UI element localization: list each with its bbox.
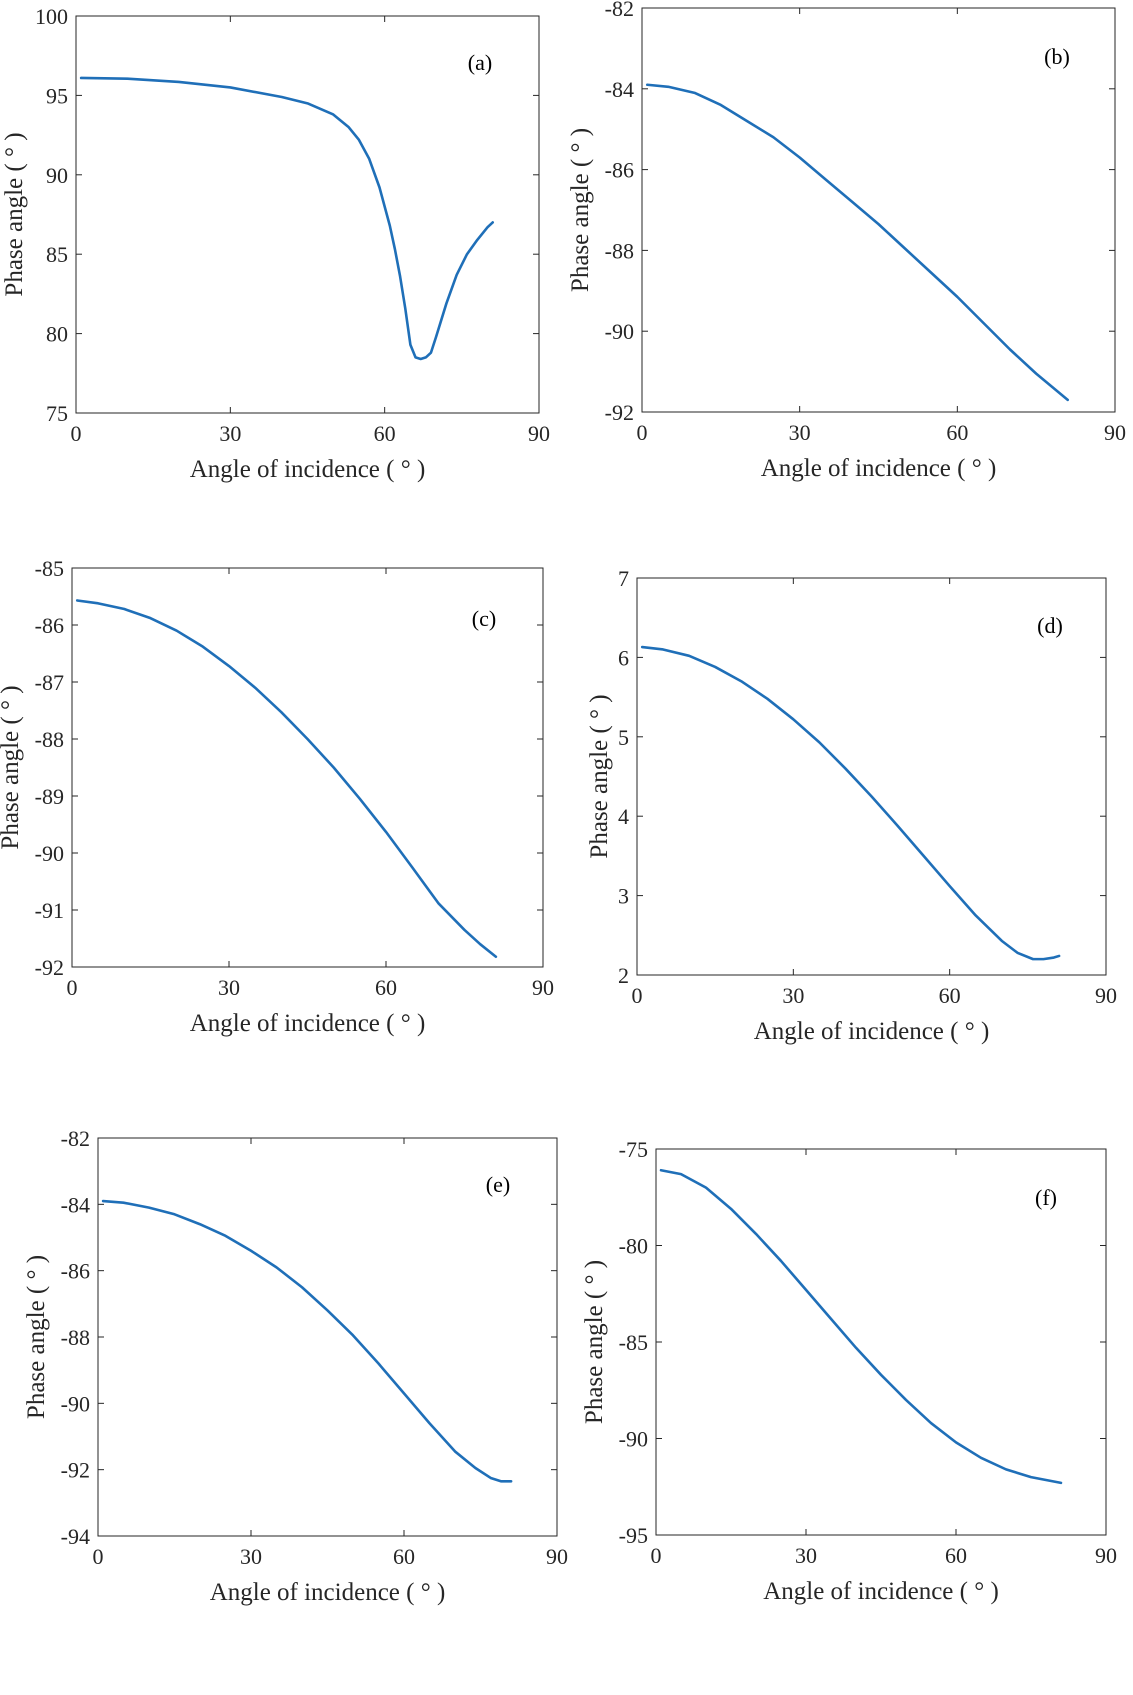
x-axis-label: Angle of incidence ( ° ) bbox=[761, 455, 997, 482]
x-tick-label: 30 bbox=[795, 1543, 817, 1568]
y-tick-label: 7 bbox=[618, 566, 629, 591]
y-tick-label: -84 bbox=[61, 1192, 90, 1217]
x-axis-label: Angle of incidence ( ° ) bbox=[190, 1010, 426, 1037]
x-tick-label: 30 bbox=[789, 420, 811, 445]
y-tick-label: -88 bbox=[35, 727, 64, 752]
chart-panel-4: 0 30 60 90 2 3 4 5 6 7 (d) Angle of incidence ( ° )… bbox=[586, 566, 1117, 1045]
chart-panel-2: 0 30 60 90 -92 -90 -88 -86 -84 -82 (b) Angle of inc… bbox=[567, 0, 1126, 482]
y-tick-label: -88 bbox=[61, 1325, 90, 1350]
series-line bbox=[645, 83, 1069, 402]
y-tick-label: 3 bbox=[618, 884, 629, 909]
y-tick-label: -92 bbox=[605, 400, 634, 425]
y-tick-label: -84 bbox=[605, 77, 634, 102]
y-tick-label: 4 bbox=[618, 804, 629, 829]
y-tick-label: 80 bbox=[46, 322, 68, 347]
panel-label: (d) bbox=[1037, 613, 1063, 638]
y-axis-label: Phase angle ( ° ) bbox=[0, 685, 24, 849]
x-axis-label: Angle of incidence ( ° ) bbox=[210, 1579, 446, 1606]
x-tick-label: 60 bbox=[945, 1543, 967, 1568]
y-tick-label: -92 bbox=[61, 1458, 90, 1483]
y-tick-label: -85 bbox=[35, 556, 64, 581]
y-tick-label: 85 bbox=[46, 242, 68, 267]
y-axis-label: Phase angle ( ° ) bbox=[1, 132, 28, 296]
x-tick-label: 90 bbox=[528, 421, 550, 446]
chart-panel-5: 0 30 60 90 -94 -92 -90 -88 -86 -84 -82 (e) Angle of … bbox=[23, 1126, 568, 1606]
y-tick-label: -89 bbox=[35, 784, 64, 809]
y-tick-label: -82 bbox=[605, 0, 634, 21]
y-tick-label: -82 bbox=[61, 1126, 90, 1151]
series-line bbox=[79, 76, 495, 361]
y-tick-label: -85 bbox=[619, 1330, 648, 1355]
x-tick-label: 30 bbox=[218, 975, 240, 1000]
x-tick-label: 30 bbox=[219, 421, 241, 446]
x-tick-label: 60 bbox=[375, 975, 397, 1000]
y-tick-label: 2 bbox=[618, 963, 629, 988]
panel-label: (a) bbox=[468, 50, 492, 75]
plot-area bbox=[641, 7, 1116, 413]
x-tick-label: 90 bbox=[1104, 420, 1126, 445]
x-tick-label: 60 bbox=[946, 420, 968, 445]
x-tick-label: 30 bbox=[782, 983, 804, 1008]
panel-label: (f) bbox=[1035, 1185, 1057, 1210]
y-tick-label: -92 bbox=[35, 955, 64, 980]
x-tick-label: 0 bbox=[637, 420, 648, 445]
x-tick-label: 60 bbox=[939, 983, 961, 1008]
y-tick-label: 5 bbox=[618, 725, 629, 750]
y-tick-label: -87 bbox=[35, 670, 64, 695]
series-line bbox=[101, 1199, 513, 1483]
y-tick-label: -95 bbox=[619, 1523, 648, 1548]
y-tick-label: 75 bbox=[46, 401, 68, 426]
y-tick-label: -90 bbox=[35, 841, 64, 866]
y-tick-label: -86 bbox=[605, 158, 634, 183]
x-tick-label: 0 bbox=[93, 1544, 104, 1569]
x-tick-label: 0 bbox=[67, 975, 78, 1000]
panel-label: (e) bbox=[486, 1172, 510, 1197]
y-tick-label: -91 bbox=[35, 898, 64, 923]
series-line bbox=[659, 1168, 1063, 1485]
y-tick-label: -90 bbox=[605, 319, 634, 344]
x-tick-label: 60 bbox=[393, 1544, 415, 1569]
y-axis-label: Phase angle ( ° ) bbox=[567, 128, 594, 292]
y-tick-label: -88 bbox=[605, 238, 634, 263]
y-tick-label: -86 bbox=[61, 1259, 90, 1284]
y-tick-label: 90 bbox=[46, 163, 68, 188]
y-tick-label: -80 bbox=[619, 1234, 648, 1259]
y-tick-label: -90 bbox=[619, 1427, 648, 1452]
plot-area bbox=[71, 567, 544, 968]
y-tick-label: 6 bbox=[618, 645, 629, 670]
y-tick-label: -94 bbox=[61, 1524, 90, 1549]
y-tick-label: 100 bbox=[35, 4, 68, 29]
y-tick-label: -75 bbox=[619, 1137, 648, 1162]
chart-panel-6: 0 30 60 90 -95 -90 -85 -80 -75 (f) Angle of incide… bbox=[581, 1137, 1117, 1605]
y-axis-label: Phase angle ( ° ) bbox=[586, 694, 613, 858]
plot-area bbox=[75, 15, 540, 414]
y-tick-label: 95 bbox=[46, 83, 68, 108]
series-line bbox=[75, 599, 498, 959]
x-tick-label: 0 bbox=[71, 421, 82, 446]
panel-label: (b) bbox=[1044, 44, 1070, 69]
y-axis-label: Phase angle ( ° ) bbox=[581, 1260, 608, 1424]
series-line bbox=[640, 645, 1061, 961]
y-tick-label: -90 bbox=[61, 1391, 90, 1416]
x-axis-label: Angle of incidence ( ° ) bbox=[763, 1578, 999, 1605]
x-tick-label: 60 bbox=[374, 421, 396, 446]
x-tick-label: 90 bbox=[1095, 983, 1117, 1008]
panel-label: (c) bbox=[472, 606, 496, 631]
plot-area bbox=[636, 577, 1107, 976]
y-axis-label: Phase angle ( ° ) bbox=[23, 1255, 50, 1419]
x-tick-label: 30 bbox=[240, 1544, 262, 1569]
y-tick-label: -86 bbox=[35, 613, 64, 638]
x-axis-label: Angle of incidence ( ° ) bbox=[754, 1018, 990, 1045]
x-tick-label: 0 bbox=[632, 983, 643, 1008]
x-axis-label: Angle of incidence ( ° ) bbox=[190, 456, 426, 483]
x-tick-label: 90 bbox=[1095, 1543, 1117, 1568]
x-tick-label: 90 bbox=[532, 975, 554, 1000]
chart-panel-3: 0 30 60 90 -92 -91 -90 -89 -88 -87 -86 -85 (c) Angle … bbox=[0, 556, 554, 1037]
x-tick-label: 0 bbox=[651, 1543, 662, 1568]
chart-panel-1: 0 30 60 90 75 80 85 90 95 100 (a) Angle of incidenc… bbox=[1, 4, 550, 483]
x-tick-label: 90 bbox=[546, 1544, 568, 1569]
